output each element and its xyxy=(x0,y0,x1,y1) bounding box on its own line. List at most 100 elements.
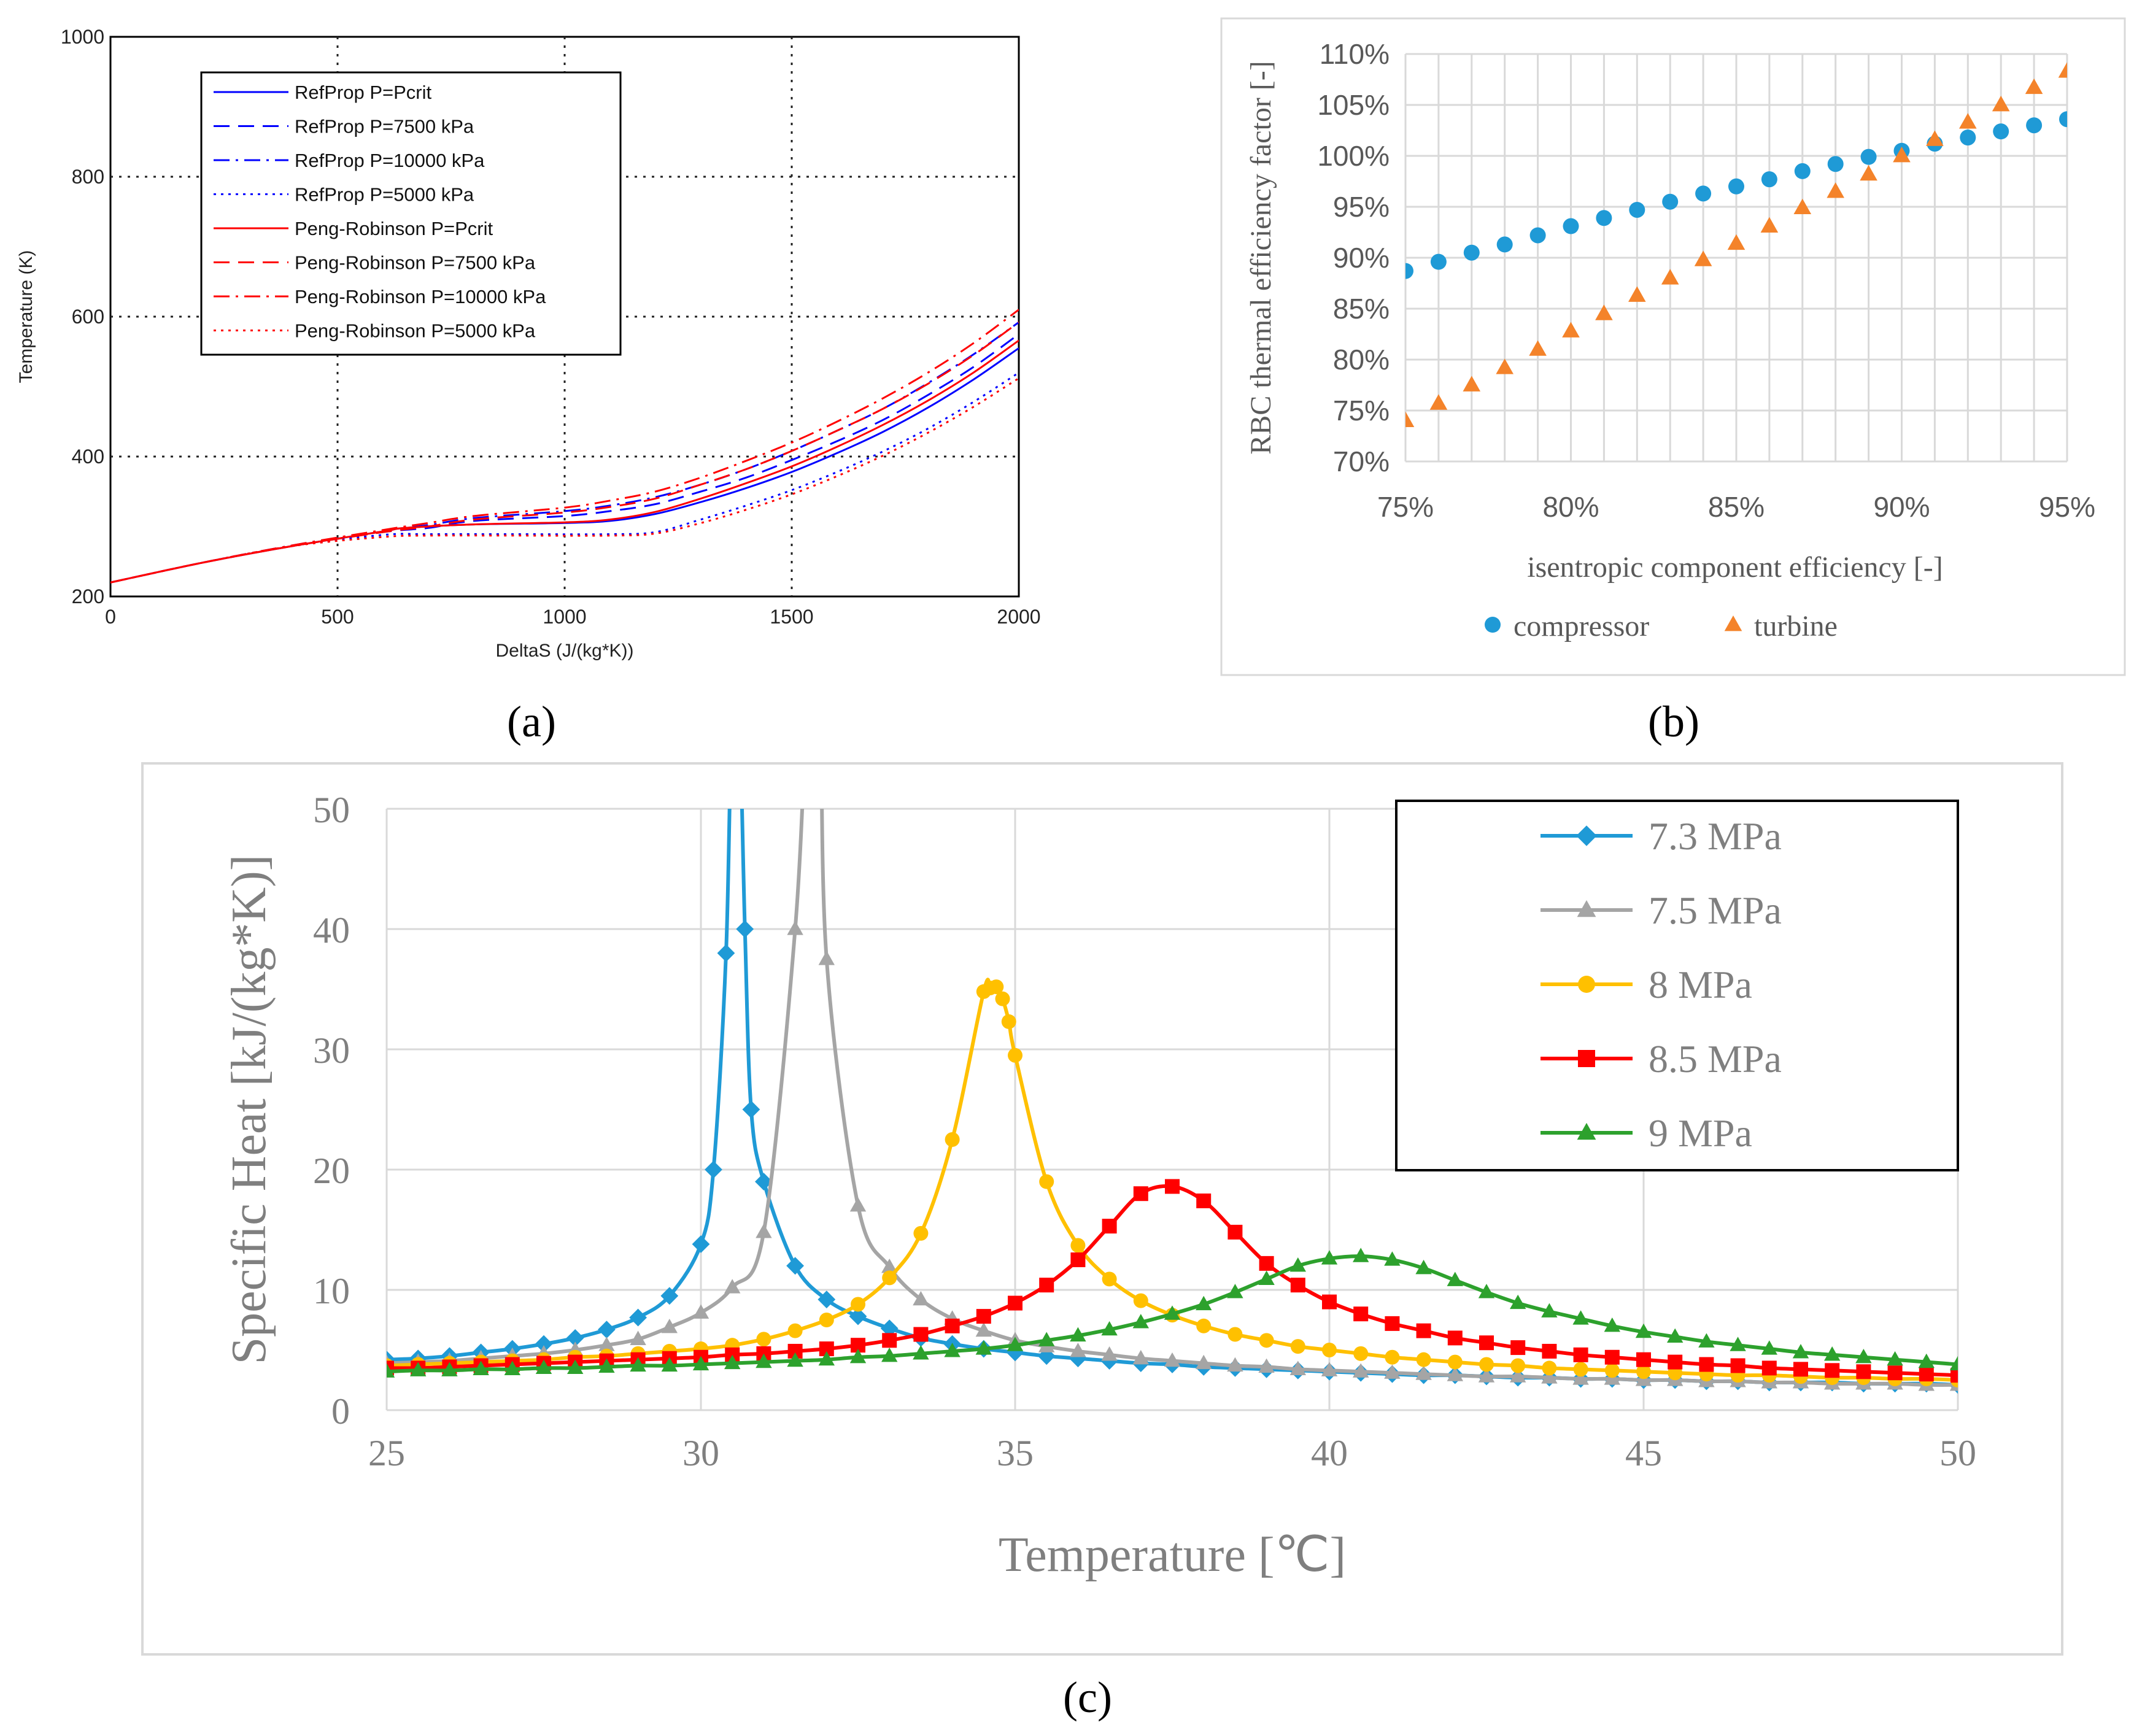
chart-c-legend-marker xyxy=(1577,900,1596,917)
chart-b-point-compressor xyxy=(1629,201,1645,218)
chart-b-y-tick-label: 70% xyxy=(1333,446,1390,477)
chart-a-series-line xyxy=(110,371,1019,584)
chart-c-point-8.5 MPa xyxy=(1604,1349,1620,1365)
chart-c-point-7.5 MPa xyxy=(975,1322,992,1337)
chart-c-point-7.5 MPa xyxy=(1572,1370,1589,1385)
chart-c-point-9 MPa xyxy=(1541,1303,1558,1317)
chart-c-y-tick-label: 10 xyxy=(313,1271,350,1311)
chart-c-point-7.3 MPa xyxy=(880,1319,899,1338)
chart-c-point-9 MPa xyxy=(692,1356,709,1371)
chart-c-point-7.5 MPa xyxy=(756,1224,772,1238)
chart-a-y-tick-label: 800 xyxy=(72,166,104,188)
chart-c-point-7.3 MPa xyxy=(736,920,754,938)
chart-b-point-turbine xyxy=(1429,394,1448,410)
chart-c-x-axis-label: Temperature [℃] xyxy=(999,1528,1346,1582)
chart-c-point-7.5 MPa xyxy=(1070,1343,1086,1357)
chart-b-x-tick-label: 95% xyxy=(2039,491,2095,523)
chart-a-series-line xyxy=(110,309,1019,584)
chart-c-point-7.3 MPa xyxy=(1100,1352,1118,1370)
chart-b-point-turbine xyxy=(1628,286,1646,302)
chart-c-y-tick-label: 20 xyxy=(313,1151,350,1191)
chart-c-point-8 MPa xyxy=(756,1332,771,1347)
chart-c-point-7.3 MPa xyxy=(566,1329,584,1347)
chart-a-series-line xyxy=(110,347,1019,584)
chart-c-x-tick-label: 35 xyxy=(997,1433,1034,1473)
chart-c-point-8.5 MPa xyxy=(945,1318,960,1333)
chart-b-point-compressor xyxy=(1430,253,1447,270)
chart-c-point-8 MPa xyxy=(1510,1358,1526,1373)
chart-c-point-7.5 MPa xyxy=(1510,1368,1526,1383)
chart-c-point-8.5 MPa xyxy=(1542,1343,1557,1359)
chart-c-point-8 MPa xyxy=(1259,1333,1274,1348)
chart-c-point-9 MPa xyxy=(1918,1353,1935,1368)
chart-c-point-9 MPa xyxy=(1196,1295,1212,1311)
chart-c-point-9 MPa xyxy=(504,1360,520,1375)
chart-c-x-tick-label: 45 xyxy=(1625,1433,1662,1473)
chart-c-x-tick-label: 25 xyxy=(368,1433,405,1473)
chart-b-y-tick-label: 100% xyxy=(1317,140,1390,172)
chart-c-point-9 MPa xyxy=(1730,1337,1746,1351)
chart-b-point-turbine xyxy=(1793,198,1812,215)
chart-c-point-7.5 MPa xyxy=(1384,1364,1401,1379)
chart-b-point-compressor xyxy=(1695,185,1712,202)
chart-a-series-line xyxy=(110,321,1019,584)
chart-c-legend: 7.3 MPa 7.5 MPa 8 MPa 8.5 MPa 9 MPa xyxy=(1395,800,1959,1171)
chart-c-point-7.3 MPa xyxy=(692,1235,710,1253)
chart-a-series xyxy=(110,309,1019,584)
chart-c-point-8 MPa xyxy=(1447,1354,1463,1370)
chart-b-point-compressor xyxy=(1794,163,1811,179)
chart-c-point-7.5 MPa xyxy=(692,1304,709,1319)
chart-c-point-7.5 MPa xyxy=(1164,1352,1181,1367)
chart-c-point-8 MPa xyxy=(882,1270,897,1286)
chart-b-point-compressor xyxy=(1728,178,1744,195)
chart-b-point-turbine xyxy=(2058,62,2067,78)
chart-c-point-9 MPa xyxy=(1384,1251,1401,1266)
chart-c-point-7.3 MPa xyxy=(849,1307,867,1325)
chart-panel-a: 0 500 1000 1500 2000 200 400 600 800 1000 DeltaS … xyxy=(16,26,1041,746)
chart-b-y-axis-label: RBC thermal efficiency factor [-] xyxy=(1245,61,1277,455)
chart-c-point-8.5 MPa xyxy=(1730,1358,1745,1373)
chart-b-point-compressor xyxy=(1596,210,1612,226)
chart-b-point-compressor xyxy=(1496,236,1513,253)
chart-b-point-compressor xyxy=(2059,111,2067,128)
chart-a-legend-label: RefProp P=5000 kPa xyxy=(295,184,474,206)
chart-c-point-8.5 MPa xyxy=(1856,1364,1871,1379)
chart-c-point-8.5 MPa xyxy=(1479,1335,1494,1351)
chart-a-y-tick-label: 200 xyxy=(72,585,104,608)
chart-c-series xyxy=(387,809,1958,1394)
chart-a-legend: RefProp P=Pcrit RefProp P=7500 kPa RefProp… xyxy=(200,71,622,356)
chart-b-legend-marker xyxy=(1485,617,1501,633)
chart-c-point-9 MPa xyxy=(975,1340,992,1355)
chart-c-point-8.5 MPa xyxy=(882,1333,897,1348)
chart-c-point-8 MPa xyxy=(989,979,1004,995)
chart-a-legend-label: RefProp P=Pcrit xyxy=(295,82,432,103)
chart-c-point-8.5 MPa xyxy=(1887,1365,1903,1381)
chart-c-point-9 MPa xyxy=(441,1362,458,1376)
chart-c-point-9 MPa xyxy=(1510,1294,1526,1310)
chart-c-legend-marker xyxy=(1576,825,1597,846)
chart-c-point-8 MPa xyxy=(1070,1238,1086,1253)
chart-c-legend-label: 7.5 MPa xyxy=(1649,889,1782,932)
chart-c-point-7.5 MPa xyxy=(1415,1365,1432,1380)
chart-b-x-tick-label: 85% xyxy=(1708,491,1765,523)
chart-c-point-9 MPa xyxy=(473,1360,489,1375)
chart-c-point-7.5 MPa xyxy=(1353,1363,1369,1378)
chart-a-x-tick-label: 2000 xyxy=(997,606,1040,628)
chart-c-point-8.5 MPa xyxy=(1510,1340,1526,1356)
chart-c-point-7.3 MPa xyxy=(717,944,735,962)
chart-c-point-9 MPa xyxy=(1415,1259,1432,1275)
chart-b-point-compressor xyxy=(1761,171,1777,188)
chart-b-point-turbine xyxy=(1496,358,1514,374)
chart-c-point-8 MPa xyxy=(1636,1364,1651,1379)
chart-c-point-7.5 MPa xyxy=(1321,1362,1338,1376)
chart-c-point-8 MPa xyxy=(1479,1357,1494,1372)
chart-c-point-7.5 MPa xyxy=(881,1258,898,1273)
chart-c-point-8.5 MPa xyxy=(1825,1363,1840,1378)
chart-b-point-compressor xyxy=(1405,263,1413,279)
chart-b-point-compressor xyxy=(2026,117,2043,134)
chart-c-legend-marker xyxy=(1578,976,1595,993)
chart-b-point-compressor xyxy=(1529,227,1546,244)
chart-a-y-tick-label: 1000 xyxy=(61,26,104,48)
chart-c-point-8 MPa xyxy=(1353,1346,1369,1361)
